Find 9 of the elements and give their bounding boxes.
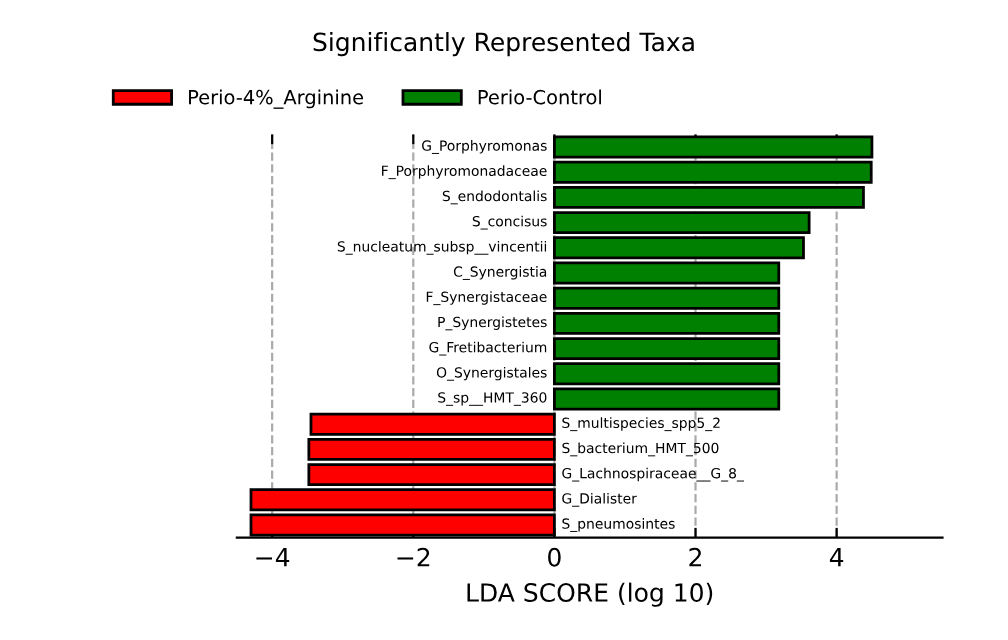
x-tick-label: −4: [256, 548, 290, 567]
x-tick-label: 4: [829, 548, 844, 567]
legend-label: Perio-4%_Arginine: [189, 89, 364, 109]
x-axis-title: LDA SCORE (log 10): [467, 582, 713, 607]
x-tick-label: −2: [397, 547, 430, 567]
x-tick-label: 2: [689, 547, 701, 567]
chart-title: Significantly Represented Taxa: [313, 32, 694, 57]
legend-label: Perio-Control: [478, 89, 601, 105]
x-tick-label: 0: [548, 547, 561, 567]
